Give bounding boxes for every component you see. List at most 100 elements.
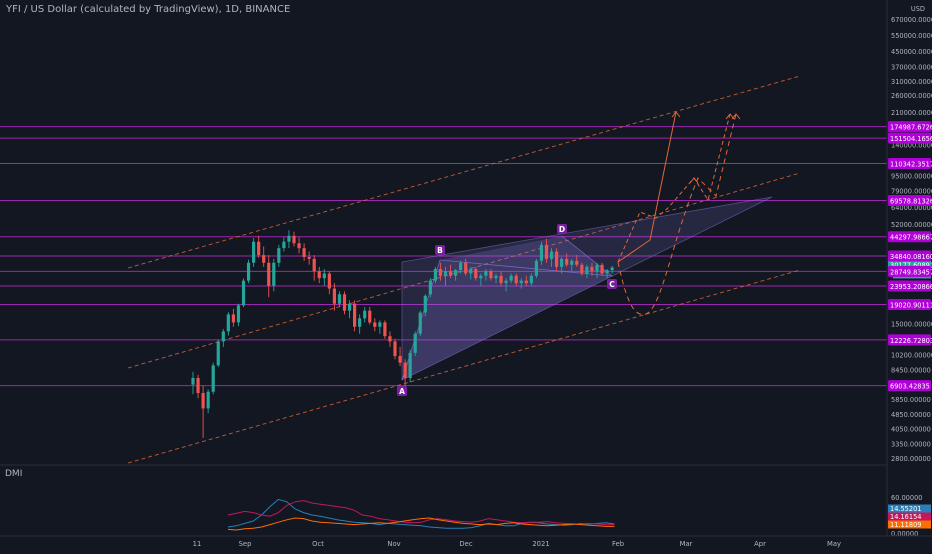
dmi-last-label: 11.11809 <box>890 521 921 529</box>
candle-body <box>403 362 407 378</box>
candle-body <box>529 275 533 284</box>
candle-body <box>307 256 311 259</box>
dmi-adx-line <box>227 517 615 531</box>
chart-title: YFI / US Dollar (calculated by TradingVi… <box>6 4 291 15</box>
level-label: 19020.90111 <box>890 301 932 309</box>
candle-body <box>267 262 271 286</box>
dmi-axis: 60.0000040.000000.0000014.5520114.161541… <box>888 494 931 538</box>
candle-body <box>539 244 544 261</box>
price-tick-label: 3350.00000 <box>891 441 931 449</box>
candle-body <box>353 303 357 327</box>
dmi-last-label: 14.16154 <box>890 513 921 521</box>
candle-body <box>524 280 528 284</box>
candle-body <box>464 262 468 274</box>
candle-body <box>408 352 412 378</box>
dmi-last-bg <box>888 512 931 521</box>
candle-body <box>358 318 362 327</box>
candle-body <box>418 312 422 334</box>
candle-body <box>605 270 609 274</box>
candle-body <box>549 251 554 259</box>
candle-body <box>241 280 246 306</box>
level-label-bg <box>888 380 931 392</box>
price-tick-label: 64000.00000 <box>891 204 932 212</box>
dmi-last-bg <box>888 520 931 529</box>
level-label: 69578.81326 <box>890 198 932 206</box>
price-tick-label: 370000.00000 <box>891 64 932 72</box>
candle-body <box>388 336 392 342</box>
price-axis-currency: USD <box>911 5 925 13</box>
candle-body <box>378 322 382 327</box>
horizontal-levels <box>0 126 887 387</box>
candle-body <box>544 244 549 259</box>
time-tick-label: Apr <box>754 540 766 548</box>
price-tick-label: 2800.00000 <box>891 455 931 463</box>
projection-solid <box>617 111 677 263</box>
candle-body <box>302 248 306 257</box>
candle-body <box>287 235 291 242</box>
candle-body <box>494 275 498 279</box>
candle-body <box>489 271 493 279</box>
candle-body <box>383 322 387 337</box>
candle-body <box>570 260 574 265</box>
candle-body <box>590 266 594 272</box>
level-label-bg <box>888 121 931 133</box>
price-tick-label: 260000.00000 <box>891 92 932 100</box>
pattern-bcd-fill <box>440 236 612 276</box>
projection-arrowhead <box>671 111 681 118</box>
candle-body <box>277 248 281 263</box>
candle-body <box>514 275 518 284</box>
candle-body <box>504 280 508 284</box>
candle-body <box>196 377 200 394</box>
abcd-pattern <box>401 196 773 381</box>
candle-body <box>236 305 241 323</box>
candle-body <box>272 262 276 286</box>
time-tick-label: Mar <box>680 540 693 548</box>
time-tick-label: Feb <box>612 540 624 548</box>
candle-body <box>216 341 220 366</box>
candle-body <box>221 331 225 342</box>
level-label-bg <box>888 195 931 207</box>
current-price-label: 30177.60891 <box>890 261 932 269</box>
time-tick-label: May <box>827 540 841 548</box>
level-label: 174987.67262 <box>890 124 932 132</box>
price-tick-label: 310000.00000 <box>891 78 932 86</box>
candle-body <box>347 303 352 311</box>
price-tick-label: 550000.00000 <box>891 32 932 40</box>
price-tick-label: 210000.00000 <box>891 109 932 117</box>
pattern-triangle <box>401 196 773 381</box>
candle-body <box>600 264 604 274</box>
point-label: A <box>399 387 405 396</box>
candle-body <box>438 269 443 276</box>
level-label-bg <box>888 265 931 277</box>
candle-body <box>519 280 523 284</box>
level-label-bg <box>888 250 931 262</box>
candle-body <box>398 355 402 363</box>
channel-line <box>127 75 801 269</box>
candle-body <box>322 273 326 279</box>
indicator-label: DMI <box>5 469 23 479</box>
level-label-bg <box>888 334 931 346</box>
candle-body <box>610 267 614 271</box>
candle-body <box>317 271 321 279</box>
level-label-bg <box>888 132 931 144</box>
level-label: 28749.83457 <box>890 268 932 276</box>
candle-body <box>474 269 478 279</box>
candle-body <box>327 273 331 289</box>
candle-body <box>373 322 377 327</box>
candle-body <box>534 260 538 276</box>
level-label: 110342.35179 <box>890 161 932 169</box>
level-label: 6903.42835 <box>890 383 930 391</box>
candle-body <box>282 241 286 249</box>
level-label-bg <box>888 231 931 243</box>
dmi-di_plus-line <box>227 498 615 529</box>
candle-body <box>231 314 235 323</box>
time-axis[interactable]: 11 Sep Oct Nov Dec 2021 Feb Mar Apr May <box>0 535 932 548</box>
candle-body <box>428 280 432 295</box>
candle-body <box>459 262 463 271</box>
dmi-di_minus-line <box>227 500 615 526</box>
candle-body <box>312 258 316 272</box>
candle-body <box>555 251 559 267</box>
dmi-lines <box>227 498 615 531</box>
